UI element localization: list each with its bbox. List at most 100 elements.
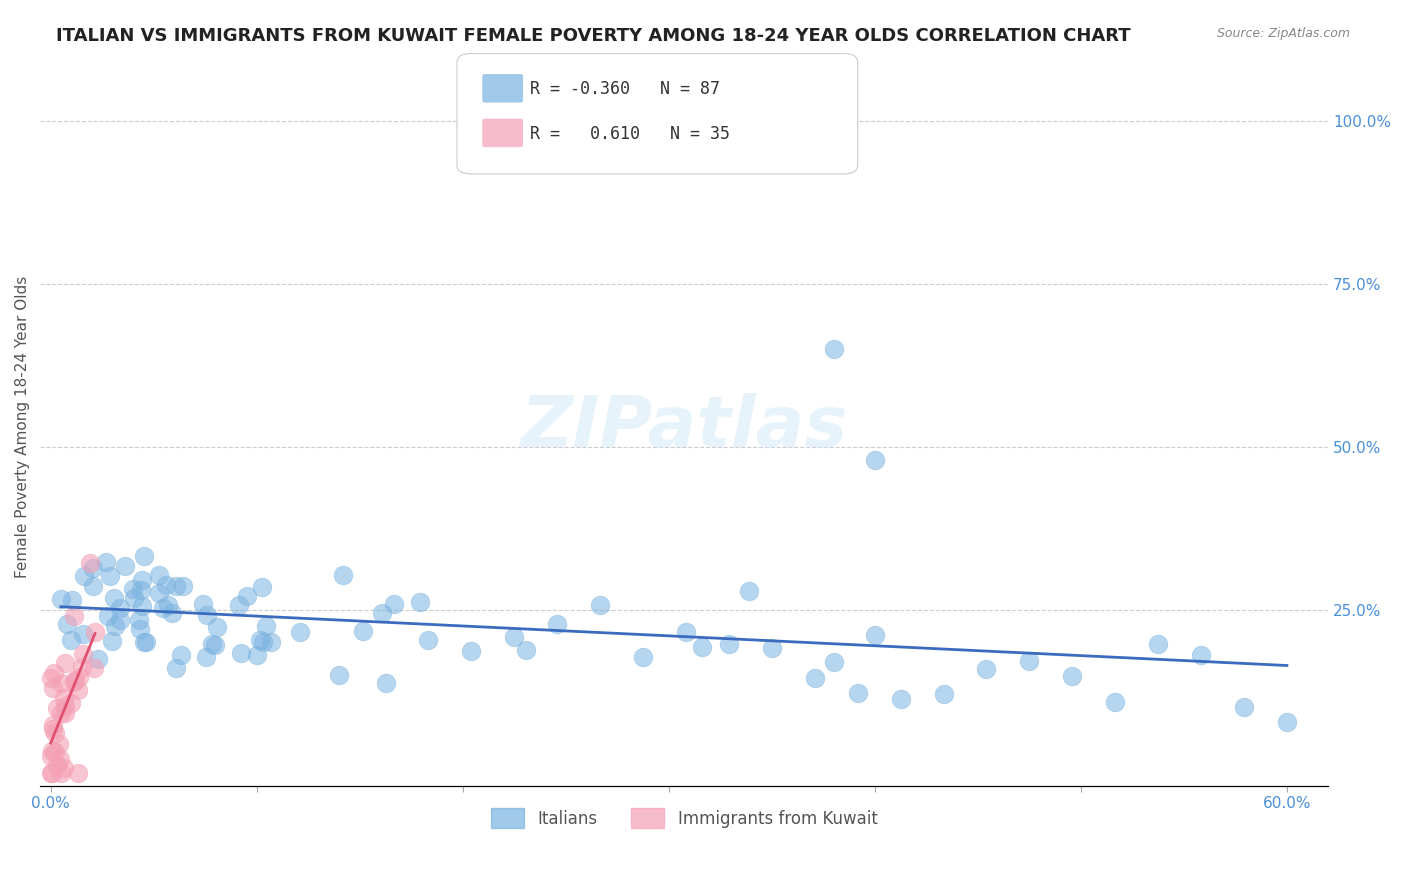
Y-axis label: Female Poverty Among 18-24 Year Olds: Female Poverty Among 18-24 Year Olds: [15, 276, 30, 578]
Legend: Italians, Immigrants from Kuwait: Italians, Immigrants from Kuwait: [484, 801, 884, 835]
Point: [45, 758, 67, 772]
Point: [1147, 637, 1170, 651]
Point: [254, 619, 277, 633]
Point: [39, 748, 62, 763]
Point: [152, 600, 174, 615]
Point: [503, 630, 526, 644]
Point: [863, 628, 886, 642]
Point: [128, 623, 150, 637]
Point: [249, 632, 271, 647]
Point: [134, 635, 156, 649]
Point: [60, 696, 83, 710]
Point: [976, 662, 998, 676]
Point: [46, 700, 69, 714]
Point: [49, 765, 72, 780]
Point: [52, 761, 75, 775]
Point: [49, 591, 72, 606]
Point: [128, 613, 150, 627]
Point: [201, 637, 224, 651]
Point: [195, 607, 218, 622]
Point: [82, 578, 104, 592]
Point: [131, 599, 153, 613]
Point: [823, 342, 845, 356]
Point: [70, 660, 93, 674]
Point: [515, 642, 537, 657]
Point: [42, 718, 65, 732]
Text: ITALIAN VS IMMIGRANTS FROM KUWAIT FEMALE POVERTY AMONG 18-24 YEAR OLDS CORRELATI: ITALIAN VS IMMIGRANTS FROM KUWAIT FEMALE…: [56, 27, 1130, 45]
Point: [157, 599, 180, 613]
Point: [288, 624, 311, 639]
Point: [131, 582, 153, 597]
Point: [371, 606, 394, 620]
Point: [87, 651, 110, 665]
Point: [108, 613, 131, 627]
Point: [172, 579, 194, 593]
Point: [165, 661, 187, 675]
Point: [803, 672, 825, 686]
Point: [132, 549, 155, 563]
Point: [39, 765, 62, 780]
Point: [374, 675, 396, 690]
Point: [1189, 648, 1212, 662]
Point: [418, 633, 440, 648]
Point: [165, 579, 187, 593]
Point: [96, 555, 118, 569]
Point: [252, 635, 274, 649]
Point: [460, 644, 482, 658]
Point: [62, 608, 84, 623]
Point: [66, 683, 89, 698]
Point: [53, 690, 76, 705]
Point: [631, 650, 654, 665]
Point: [41, 744, 63, 758]
Point: [1233, 699, 1256, 714]
Point: [100, 568, 122, 582]
Point: [1018, 654, 1040, 668]
Point: [148, 586, 170, 600]
Point: [65, 673, 87, 687]
Point: [382, 597, 405, 611]
Point: [124, 591, 146, 605]
Point: [195, 650, 218, 665]
Point: [82, 560, 104, 574]
Text: ZIPatlas: ZIPatlas: [520, 392, 848, 462]
Point: [121, 582, 143, 596]
Point: [932, 687, 955, 701]
Text: R = -0.360   N = 87: R = -0.360 N = 87: [530, 80, 720, 98]
Point: [67, 765, 90, 780]
Point: [101, 634, 124, 648]
Point: [97, 609, 120, 624]
Point: [761, 640, 783, 655]
Point: [135, 635, 157, 649]
Point: [332, 568, 354, 582]
Point: [205, 620, 228, 634]
Text: Source: ZipAtlas.com: Source: ZipAtlas.com: [1216, 27, 1350, 40]
Point: [59, 633, 82, 648]
Point: [53, 698, 76, 713]
Point: [55, 616, 77, 631]
Point: [148, 567, 170, 582]
Point: [155, 578, 177, 592]
Point: [41, 765, 63, 780]
Text: R =   0.610   N = 35: R = 0.610 N = 35: [530, 125, 730, 143]
Point: [62, 674, 84, 689]
Point: [67, 670, 90, 684]
Point: [42, 722, 65, 736]
Point: [103, 591, 125, 606]
Point: [260, 635, 283, 649]
Point: [846, 686, 869, 700]
Point: [717, 637, 740, 651]
Point: [690, 640, 713, 654]
Point: [250, 580, 273, 594]
Point: [79, 557, 101, 571]
Point: [84, 624, 107, 639]
Point: [73, 568, 96, 582]
Point: [204, 638, 226, 652]
Point: [229, 646, 252, 660]
Point: [823, 655, 845, 669]
Point: [44, 665, 66, 680]
Point: [863, 452, 886, 467]
Point: [546, 616, 568, 631]
Point: [228, 598, 250, 612]
Point: [60, 593, 83, 607]
Point: [44, 726, 66, 740]
